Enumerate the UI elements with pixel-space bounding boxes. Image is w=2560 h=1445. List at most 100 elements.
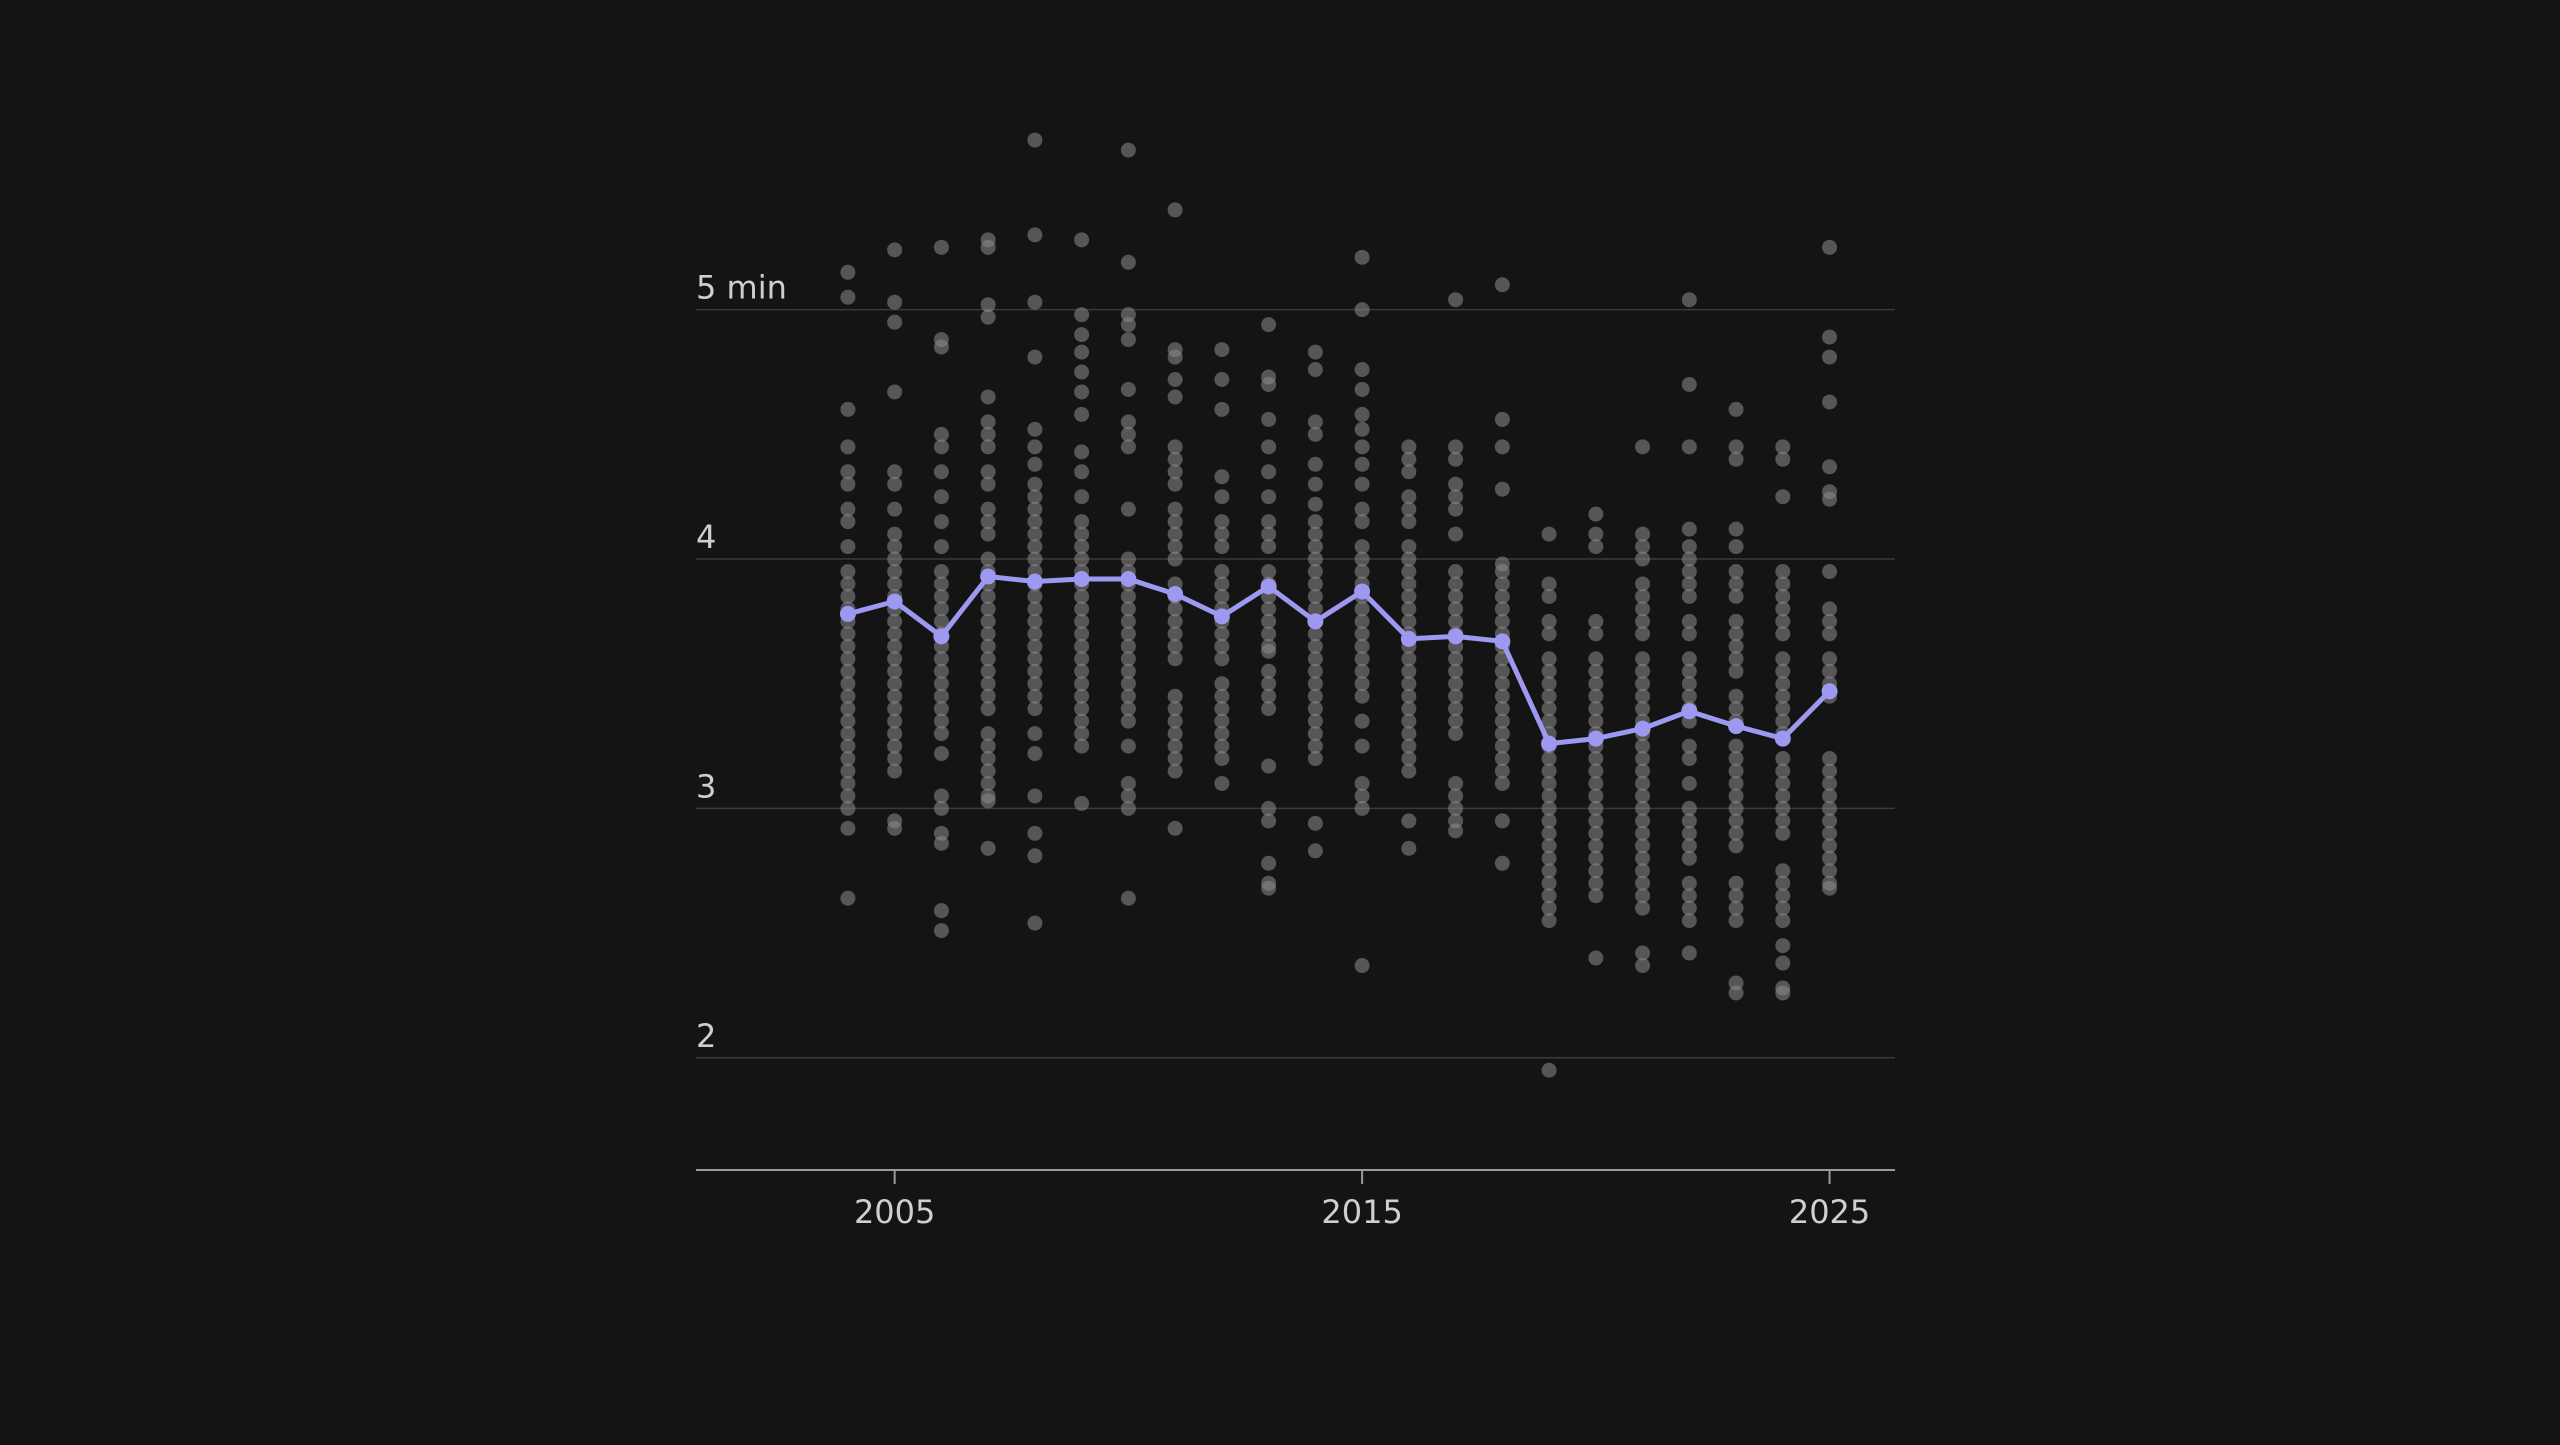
data-point: [1074, 364, 1090, 380]
data-point: [1728, 626, 1744, 642]
data-point: [1448, 800, 1464, 816]
data-point: [1120, 601, 1136, 617]
data-point: [1401, 451, 1417, 467]
data-point: [933, 576, 949, 592]
data-point: [980, 840, 996, 856]
data-point: [1494, 688, 1510, 704]
data-point: [1494, 564, 1510, 580]
data-point: [1681, 800, 1697, 816]
data-point: [1027, 132, 1043, 148]
data-point: [1541, 900, 1557, 916]
data-point: [1448, 451, 1464, 467]
data-point: [1214, 638, 1230, 654]
data-point: [980, 426, 996, 442]
data-point: [1027, 489, 1043, 505]
data-point: [887, 539, 903, 555]
data-point: [1448, 651, 1464, 667]
data-point: [1822, 239, 1838, 255]
data-point: [1027, 601, 1043, 617]
data-point: [1728, 576, 1744, 592]
data-point: [1728, 751, 1744, 767]
data-point: [1401, 551, 1417, 567]
data-point: [1541, 701, 1557, 717]
data-point: [1354, 456, 1370, 472]
data-point: [1448, 501, 1464, 517]
average-point: [1634, 720, 1651, 737]
data-point: [1588, 626, 1604, 642]
average-point: [933, 628, 950, 645]
data-point: [1588, 800, 1604, 816]
data-point: [840, 738, 856, 754]
data-point: [1120, 381, 1136, 397]
data-point: [1307, 663, 1323, 679]
data-point: [1307, 815, 1323, 831]
data-point: [1354, 788, 1370, 804]
data-point: [1307, 362, 1323, 378]
data-point: [1214, 726, 1230, 742]
data-point: [1448, 823, 1464, 839]
data-point: [1167, 464, 1183, 480]
x-tick-label: 2025: [1789, 1193, 1870, 1231]
data-point: [1448, 439, 1464, 455]
data-point: [1261, 317, 1277, 333]
data-point: [1354, 381, 1370, 397]
data-point: [1728, 638, 1744, 654]
data-point: [1635, 526, 1651, 542]
data-point: [980, 775, 996, 791]
data-point: [980, 676, 996, 692]
data-point: [1822, 763, 1838, 779]
data-point: [1074, 539, 1090, 555]
data-point: [1307, 496, 1323, 512]
data-point: [1541, 751, 1557, 767]
data-point: [1448, 292, 1464, 308]
data-point: [1775, 875, 1791, 891]
data-point: [1120, 317, 1136, 333]
data-point: [887, 294, 903, 310]
data-point: [1728, 788, 1744, 804]
data-point: [933, 564, 949, 580]
data-point: [840, 651, 856, 667]
data-point: [1120, 638, 1136, 654]
data-point: [1588, 751, 1604, 767]
data-point: [1214, 564, 1230, 580]
data-point: [1401, 751, 1417, 767]
data-point: [1822, 850, 1838, 866]
data-point: [1541, 913, 1557, 929]
data-point: [1307, 651, 1323, 667]
data-point: [1354, 249, 1370, 265]
data-point: [1775, 451, 1791, 467]
data-points: [840, 132, 1838, 1078]
data-point: [1728, 588, 1744, 604]
data-point: [1307, 726, 1323, 742]
data-point: [1588, 825, 1604, 841]
data-point: [1775, 601, 1791, 617]
data-point: [1167, 763, 1183, 779]
data-point: [933, 464, 949, 480]
data-point: [1167, 738, 1183, 754]
data-point: [1541, 713, 1557, 729]
data-point: [980, 526, 996, 542]
data-point: [1728, 825, 1744, 841]
data-point: [887, 314, 903, 330]
data-point: [1775, 955, 1791, 971]
data-point: [1728, 539, 1744, 555]
data-point: [1167, 439, 1183, 455]
data-point: [1261, 800, 1277, 816]
data-point: [1635, 701, 1651, 717]
data-point: [1214, 775, 1230, 791]
data-point: [1167, 476, 1183, 492]
data-point: [1588, 775, 1604, 791]
data-point: [1027, 227, 1043, 243]
data-point: [887, 688, 903, 704]
data-point: [1775, 588, 1791, 604]
average-point: [1494, 633, 1511, 650]
data-point: [1541, 863, 1557, 879]
data-point: [1074, 638, 1090, 654]
data-point: [1074, 551, 1090, 567]
data-point: [1588, 813, 1604, 829]
data-point: [1588, 875, 1604, 891]
data-point: [1027, 613, 1043, 629]
data-point: [1494, 751, 1510, 767]
data-point: [1635, 945, 1651, 961]
